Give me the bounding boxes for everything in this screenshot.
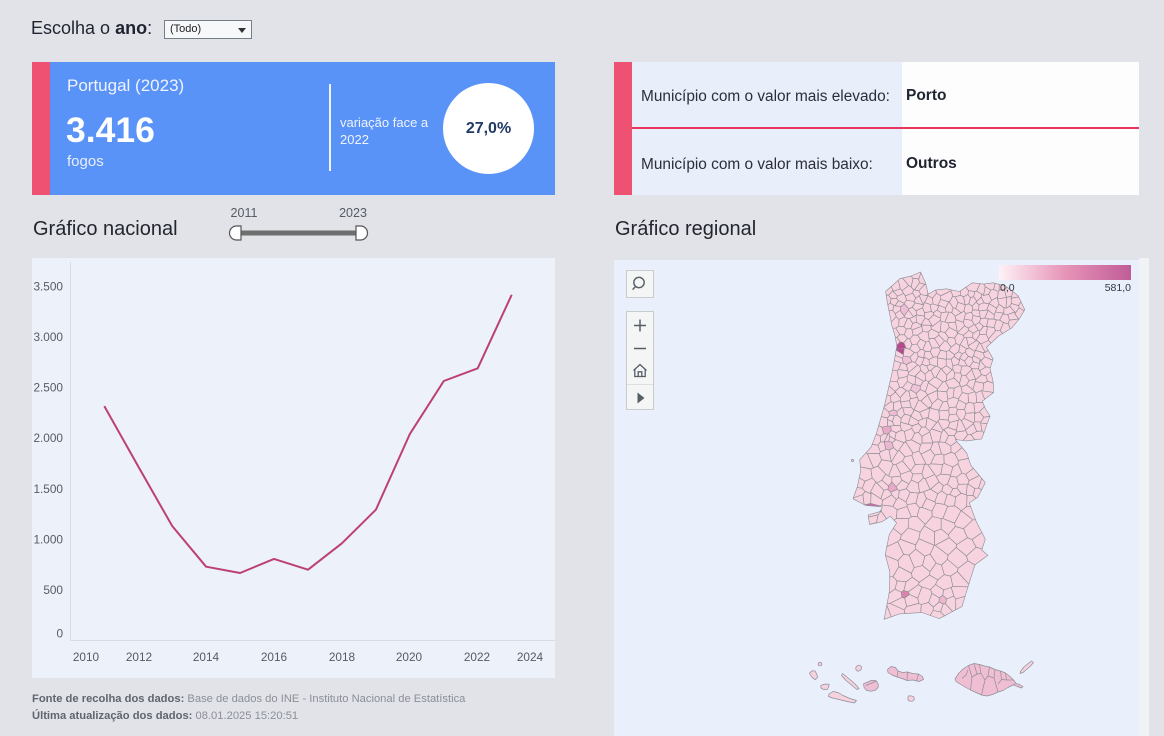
svg-text:2024: 2024 [517,650,544,664]
svg-text:3.500: 3.500 [33,280,63,294]
svg-text:2012: 2012 [126,650,152,664]
svg-text:2020: 2020 [396,650,423,664]
svg-text:2023: 2023 [339,206,367,220]
svg-text:500: 500 [43,583,63,597]
svg-text:581,0: 581,0 [1105,282,1131,294]
svg-text:1.000: 1.000 [33,532,63,546]
svg-text:2.000: 2.000 [33,431,63,445]
svg-text:2018: 2018 [329,650,356,664]
svg-text:2016: 2016 [261,650,288,664]
svg-text:0: 0 [56,627,63,641]
svg-text:3.000: 3.000 [33,330,63,344]
svg-text:0,0: 0,0 [1000,282,1015,294]
svg-text:1.500: 1.500 [33,482,63,496]
svg-text:2011: 2011 [231,206,258,220]
svg-text:2.500: 2.500 [33,381,63,395]
svg-text:2022: 2022 [464,650,490,664]
svg-text:2010: 2010 [73,650,100,664]
svg-text:2014: 2014 [193,650,220,664]
